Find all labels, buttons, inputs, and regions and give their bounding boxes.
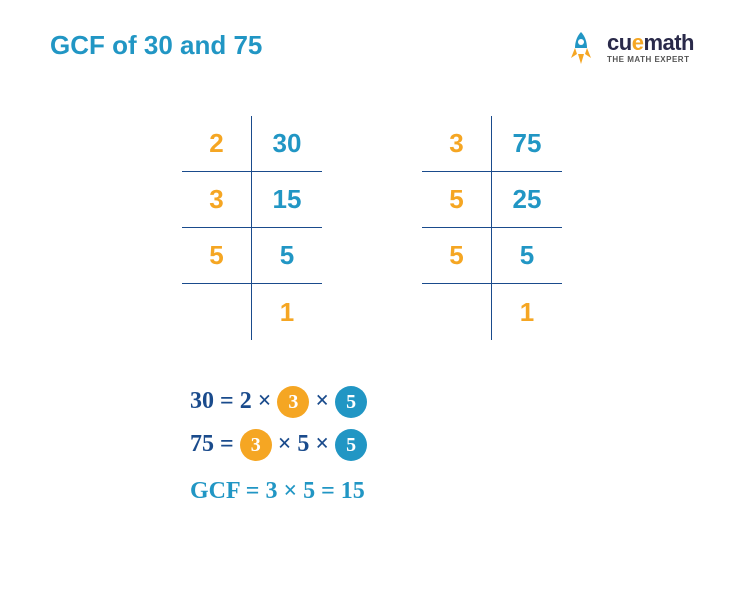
value-cell: 1 xyxy=(492,284,562,340)
factorization-tables: 2 3 5 30 15 5 1 3 5 5 75 25 5 1 xyxy=(50,116,694,340)
brand-logo: cuemath THE MATH EXPERT xyxy=(563,30,694,66)
value-cell: 30 xyxy=(252,116,322,172)
factor-cell: 3 xyxy=(182,172,252,228)
factor-cell xyxy=(182,284,252,340)
highlight-5: 5 xyxy=(335,386,367,418)
eq-op: × xyxy=(315,423,329,466)
logo-pre: cu xyxy=(607,30,632,55)
logo-e: e xyxy=(632,30,644,55)
logo-post: math xyxy=(643,30,694,55)
gcf-result: GCF = 3 × 5 = 15 xyxy=(190,470,694,513)
highlight-3: 3 xyxy=(240,429,272,461)
rocket-icon xyxy=(563,30,599,66)
equations-block: 30 = 2 × 3 × 5 75 = 3 × 5 × 5 GCF = 3 × … xyxy=(190,380,694,514)
eq-sign: = xyxy=(220,423,234,466)
value-cell: 75 xyxy=(492,116,562,172)
factor-cell: 5 xyxy=(422,172,492,228)
value-cell: 5 xyxy=(492,228,562,284)
highlight-5: 5 xyxy=(335,429,367,461)
eq-op: × xyxy=(315,380,329,423)
factor-cell: 5 xyxy=(182,228,252,284)
eq-sign: = xyxy=(220,380,234,423)
value-cell: 15 xyxy=(252,172,322,228)
value-cell: 5 xyxy=(252,228,322,284)
highlight-3: 3 xyxy=(277,386,309,418)
eq-op: × xyxy=(278,423,292,466)
eq-lhs: 75 xyxy=(190,423,214,466)
value-cell: 1 xyxy=(252,284,322,340)
factor-cell: 2 xyxy=(182,116,252,172)
equation-75: 75 = 3 × 5 × 5 xyxy=(190,423,694,466)
factor-cell xyxy=(422,284,492,340)
factor-cell: 5 xyxy=(422,228,492,284)
logo-text: cuemath xyxy=(607,32,694,54)
table-30: 2 3 5 30 15 5 1 xyxy=(182,116,322,340)
page-title: GCF of 30 and 75 xyxy=(50,30,262,61)
eq-op: × xyxy=(258,380,272,423)
eq-term: 5 xyxy=(297,423,309,466)
value-cell: 25 xyxy=(492,172,562,228)
factor-cell: 3 xyxy=(422,116,492,172)
equation-30: 30 = 2 × 3 × 5 xyxy=(190,380,694,423)
eq-term: 2 xyxy=(240,380,252,423)
table-75: 3 5 5 75 25 5 1 xyxy=(422,116,562,340)
eq-lhs: 30 xyxy=(190,380,214,423)
logo-subtitle: THE MATH EXPERT xyxy=(607,56,694,64)
